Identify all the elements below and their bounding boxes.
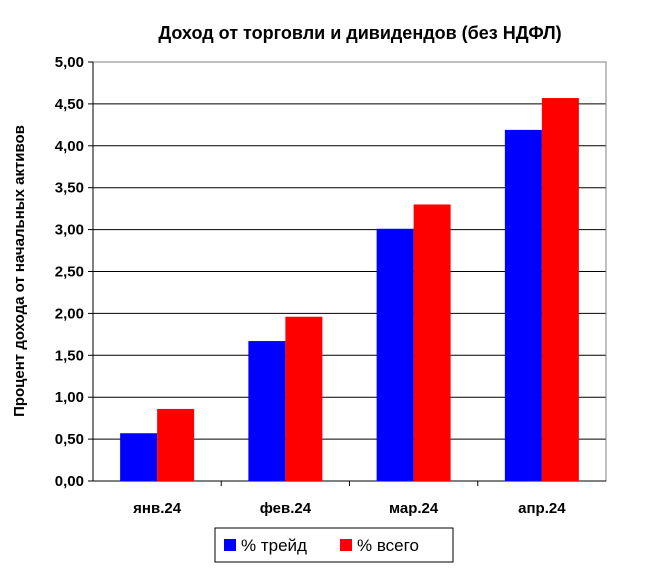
y-tick-label: 5,00 — [55, 54, 84, 71]
legend-box — [214, 527, 454, 563]
legend-label: % всего — [357, 536, 419, 555]
x-axis-ticks: янв.24 фев.24 мар.24 апр.24 — [133, 481, 566, 517]
y-axis-label: Процент дохода от начальных активов — [11, 125, 28, 417]
bar — [120, 433, 158, 481]
bar — [157, 408, 195, 481]
y-tick-label: 4,00 — [55, 138, 84, 155]
legend-label: % трейд — [241, 536, 307, 555]
y-tick-label: 2,50 — [55, 264, 84, 281]
chart-title: Доход от торговли и дивидендов (без НДФЛ… — [158, 23, 561, 43]
bar — [285, 316, 323, 481]
x-tick-label: апр.24 — [518, 500, 566, 517]
y-axis-ticks: 0,00 0,50 1,00 1,50 2,00 2,50 3,00 3,50 4,00 4,50… — [55, 54, 93, 490]
y-tick-label: 0,00 — [55, 473, 84, 490]
bar — [248, 341, 286, 481]
y-tick-label: 1,00 — [55, 389, 84, 406]
legend-swatch — [224, 539, 236, 551]
y-tick-label: 1,50 — [55, 347, 84, 364]
x-tick-label: янв.24 — [133, 500, 182, 517]
y-tick-label: 3,50 — [55, 180, 84, 197]
legend-swatch — [340, 539, 352, 551]
x-tick-label: мар.24 — [389, 500, 439, 517]
legend: % трейд % всего — [214, 527, 454, 563]
bar — [541, 98, 579, 481]
y-tick-label: 2,00 — [55, 305, 84, 322]
bar — [504, 129, 542, 482]
bar — [413, 204, 451, 481]
y-tick-label: 4,50 — [55, 96, 84, 113]
x-tick-label: фев.24 — [260, 500, 312, 517]
bars — [120, 98, 579, 482]
bar — [376, 228, 414, 481]
y-tick-label: 3,00 — [55, 222, 84, 239]
y-tick-label: 0,50 — [55, 431, 84, 448]
